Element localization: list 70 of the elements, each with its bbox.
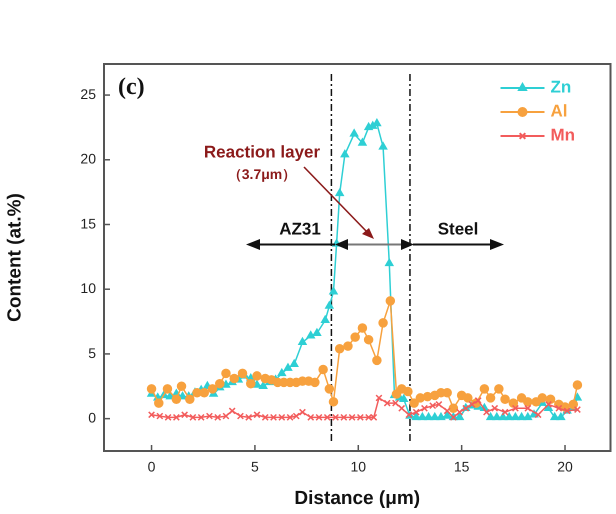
point xyxy=(253,411,261,418)
point xyxy=(534,411,542,418)
point xyxy=(270,414,278,421)
annotation: Reaction layer xyxy=(204,142,320,162)
y-tick-label: 25 xyxy=(80,86,96,102)
point xyxy=(262,414,269,421)
y-axis-title: Content (at.%) xyxy=(4,193,26,322)
x-axis-title: Distance (μm) xyxy=(294,488,420,509)
point xyxy=(482,408,490,416)
point xyxy=(172,414,180,421)
point xyxy=(164,414,172,421)
y-tick-label: 0 xyxy=(88,410,96,426)
y-tick-label: 20 xyxy=(80,150,96,167)
point xyxy=(228,407,236,414)
point xyxy=(324,414,331,421)
legend-label: Mn xyxy=(550,126,576,145)
point xyxy=(181,411,188,418)
annotation: AZ31 xyxy=(279,220,321,239)
point xyxy=(148,411,156,418)
point xyxy=(245,414,252,421)
point xyxy=(384,400,391,407)
point xyxy=(491,404,498,412)
x-tick-label: 10 xyxy=(350,458,366,474)
annotation: Steel xyxy=(438,220,478,239)
point xyxy=(574,406,581,414)
y-tick-label: 5 xyxy=(88,344,96,361)
point xyxy=(189,414,196,421)
point xyxy=(398,404,406,412)
point xyxy=(370,414,378,421)
annotation: (c) xyxy=(118,74,145,100)
point xyxy=(340,414,348,421)
annotation: （3.7μm） xyxy=(228,166,296,182)
point xyxy=(456,408,464,416)
point xyxy=(365,414,372,421)
point xyxy=(435,400,442,408)
point xyxy=(156,412,164,420)
point xyxy=(524,404,532,412)
point xyxy=(412,408,420,416)
point xyxy=(198,414,205,421)
point xyxy=(222,412,230,420)
point xyxy=(544,400,552,408)
x-tick-label: 5 xyxy=(251,458,260,474)
point xyxy=(307,414,314,421)
point xyxy=(315,414,323,421)
point xyxy=(236,412,244,420)
point xyxy=(555,404,562,412)
point xyxy=(420,404,428,412)
point xyxy=(392,400,400,407)
point xyxy=(429,402,436,410)
x-tick-label: 20 xyxy=(557,458,574,474)
point xyxy=(214,414,222,421)
x-tick-label: 15 xyxy=(454,458,470,474)
point xyxy=(375,394,383,402)
y-tick-label: 15 xyxy=(80,215,96,232)
x-tick-label: 0 xyxy=(148,458,156,474)
legend-label: Zn xyxy=(550,78,572,97)
point xyxy=(501,408,509,416)
point xyxy=(292,412,300,420)
point xyxy=(512,404,519,412)
point xyxy=(286,414,294,421)
point xyxy=(278,414,286,421)
point xyxy=(474,396,482,404)
point xyxy=(356,414,364,421)
y-tick-label: 10 xyxy=(80,280,96,296)
point xyxy=(332,414,340,421)
point xyxy=(444,407,451,414)
point xyxy=(348,414,356,421)
legend-label: Al xyxy=(550,102,568,121)
point xyxy=(206,412,214,420)
point xyxy=(298,408,306,416)
